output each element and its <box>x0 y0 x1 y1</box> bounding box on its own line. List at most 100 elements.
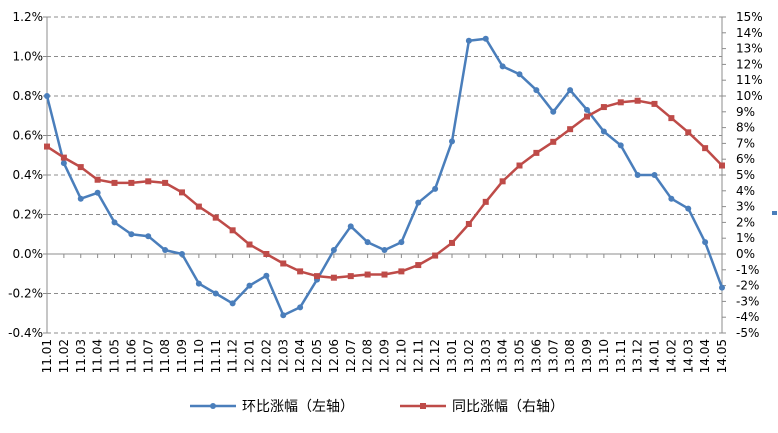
x-tick-label: 14.01 <box>648 339 662 373</box>
left-tick-label: 0.8% <box>13 89 44 103</box>
right-tick-label: 7% <box>736 136 755 150</box>
right-tick-label: 8% <box>736 121 755 135</box>
legend-marker-2 <box>420 403 426 409</box>
data-point <box>398 239 405 246</box>
data-point <box>432 185 439 192</box>
data-point <box>685 205 692 212</box>
data-point <box>179 251 185 257</box>
data-point <box>60 160 67 167</box>
data-point <box>128 231 135 238</box>
right-tick-label: -3% <box>736 294 759 308</box>
data-point <box>246 282 253 289</box>
right-tick-label: 14% <box>736 26 763 40</box>
data-point <box>263 251 270 257</box>
x-tick-label: 12.02 <box>259 339 273 373</box>
data-point <box>634 172 641 178</box>
data-point <box>162 179 169 186</box>
data-point <box>516 71 523 78</box>
x-tick-label: 11.09 <box>175 339 189 373</box>
data-point <box>634 97 641 104</box>
left-tick-label: 0.0% <box>13 247 44 261</box>
data-point <box>550 108 557 115</box>
data-point <box>381 271 388 278</box>
x-tick-label: 13.02 <box>462 339 476 373</box>
data-point <box>212 214 219 221</box>
data-point <box>128 179 135 186</box>
legend-label-2: 同比涨幅（右轴） <box>452 399 564 415</box>
right-tick-label: 9% <box>736 105 755 119</box>
right-tick-label: 12% <box>736 57 763 71</box>
x-tick-label: 12.06 <box>327 339 341 373</box>
x-tick-label: 14.05 <box>715 339 729 373</box>
data-point <box>617 142 624 149</box>
x-tick-label: 11.08 <box>158 339 172 373</box>
x-tick-label: 12.03 <box>276 339 290 373</box>
x-tick-label: 12.10 <box>394 339 408 373</box>
right-tick-label: -1% <box>736 263 759 277</box>
x-tick-label: 13.07 <box>546 339 560 373</box>
data-point <box>297 268 304 275</box>
data-point <box>44 143 50 150</box>
data-point <box>229 300 236 307</box>
x-tick-label: 13.09 <box>580 339 594 373</box>
left-tick-label: 0.2% <box>13 208 44 222</box>
x-tick-label: 13.12 <box>631 339 645 373</box>
x-tick-label: 14.04 <box>698 339 712 373</box>
data-point <box>94 189 101 196</box>
x-tick-label: 13.01 <box>445 339 459 373</box>
data-point <box>330 274 337 281</box>
data-point <box>567 126 574 133</box>
right-tick-label: 6% <box>736 152 755 166</box>
right-tick-label: -4% <box>736 310 759 324</box>
x-tick-label: 13.08 <box>563 339 577 373</box>
data-point <box>415 199 422 206</box>
x-tick-label: 12.09 <box>378 339 392 373</box>
data-point <box>195 203 202 210</box>
x-tick-label: 11.01 <box>40 339 54 373</box>
data-point <box>449 138 455 145</box>
data-point <box>347 223 354 230</box>
x-tick-label: 11.04 <box>91 339 105 373</box>
x-tick-label: 11.10 <box>192 339 206 373</box>
data-point <box>145 178 152 185</box>
data-point <box>584 106 590 113</box>
data-point <box>246 241 253 248</box>
data-point <box>600 128 607 135</box>
right-tick-label: 10% <box>736 89 763 103</box>
data-point <box>60 154 67 161</box>
left-tick-label: 1.0% <box>13 50 44 64</box>
data-point <box>600 104 607 111</box>
right-tick-label: -2% <box>736 279 759 293</box>
x-tick-label: 13.03 <box>479 339 493 373</box>
data-point <box>111 219 118 226</box>
data-point <box>77 164 84 171</box>
x-tick-label: 12.05 <box>310 339 324 373</box>
data-point <box>465 220 472 227</box>
data-point <box>364 239 371 246</box>
right-tick-label: -5% <box>736 326 759 340</box>
legend-label-1: 环比涨幅（左轴） <box>242 399 354 415</box>
left-tick-label: 0.4% <box>13 168 44 182</box>
data-point <box>685 129 692 136</box>
data-point <box>280 312 287 319</box>
data-point <box>533 149 540 156</box>
left-axis-ticks: 1.2% 1.0% 0.8% 0.6% 0.4% 0.2% 0.0% -0.2% -0.4% <box>8 10 43 340</box>
data-point <box>212 290 219 297</box>
data-point <box>567 87 574 94</box>
data-point <box>314 273 320 280</box>
x-tick-label: 11.05 <box>108 339 122 373</box>
data-point <box>145 233 152 240</box>
right-tick-label: 0% <box>736 247 755 261</box>
data-point <box>668 115 675 122</box>
legend: 环比涨幅（左轴） 同比涨幅（右轴） <box>190 399 564 415</box>
left-tick-label: 0.6% <box>13 129 44 143</box>
x-tick-label: 11.12 <box>226 339 240 373</box>
data-point <box>719 284 725 291</box>
x-tick-label: 13.11 <box>614 339 628 373</box>
x-tick-label: 12.07 <box>344 339 358 373</box>
data-point <box>263 272 270 279</box>
data-point <box>584 113 590 120</box>
right-tick-label: 3% <box>736 200 755 214</box>
axes <box>43 16 726 334</box>
